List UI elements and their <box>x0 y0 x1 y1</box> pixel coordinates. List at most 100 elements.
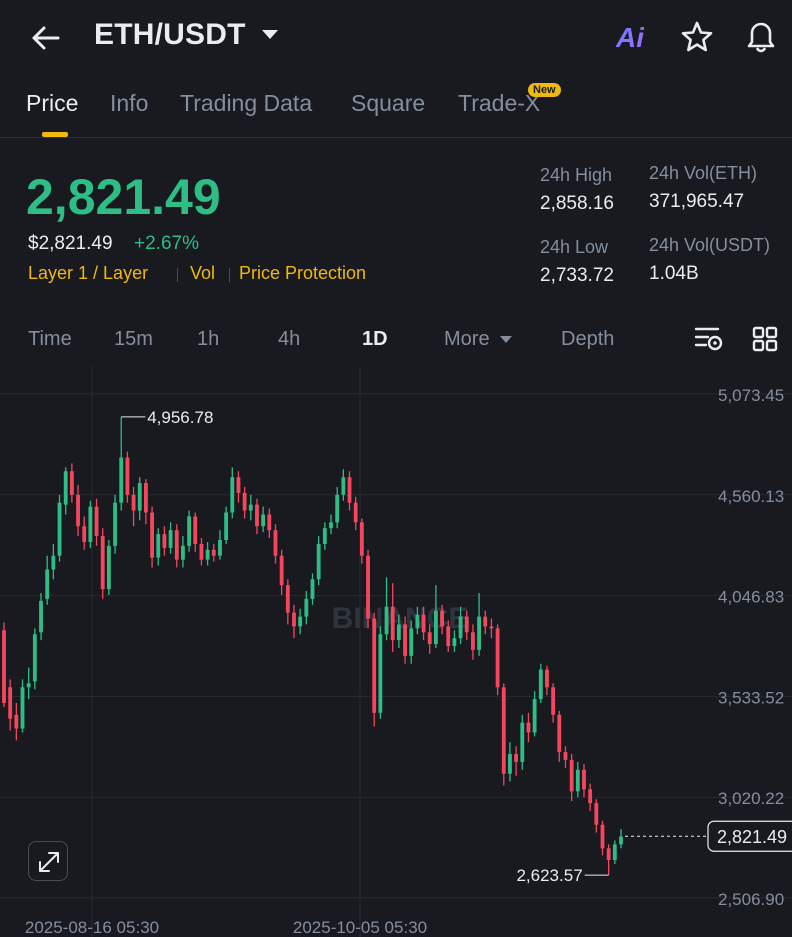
candle-body <box>415 614 420 629</box>
tab-trade-x[interactable]: Trade-X <box>458 90 541 116</box>
candle-body <box>538 669 543 700</box>
stat-low-value: 2,733.72 <box>540 265 614 286</box>
interval-4h[interactable]: 4h <box>278 328 301 350</box>
x-tick-label: 2025-10-05 05:30 <box>293 918 427 937</box>
candle-body <box>310 579 315 599</box>
y-tick-label: 4,046.83 <box>718 588 784 607</box>
candle-body <box>452 638 457 647</box>
price-change-percent: +2.67% <box>134 233 199 254</box>
candle-body <box>458 616 463 639</box>
bell-icon[interactable] <box>744 18 778 54</box>
star-icon[interactable] <box>680 20 714 54</box>
candle-body <box>273 530 278 556</box>
pair-title[interactable]: ETH/USDT <box>94 18 246 51</box>
candle-body <box>39 600 43 633</box>
tab-price[interactable]: Price <box>26 90 79 116</box>
candle-body <box>403 624 407 656</box>
candle-body <box>304 598 309 617</box>
candle-body <box>501 687 506 774</box>
tab-info[interactable]: Info <box>110 90 149 116</box>
candle-body <box>150 512 154 558</box>
candle-body <box>205 549 210 560</box>
chevron-down-icon[interactable] <box>500 336 512 343</box>
candle-body <box>588 789 593 804</box>
candle-body <box>341 477 346 495</box>
grid-layout-icon[interactable] <box>752 326 778 352</box>
interval-more[interactable]: More <box>444 328 490 350</box>
candle-body <box>211 549 216 556</box>
candle-body <box>125 457 130 495</box>
low-price-label: 2,623.57 <box>516 866 582 885</box>
interval-time[interactable]: Time <box>28 328 72 350</box>
candle-body <box>619 836 623 845</box>
candle-body <box>76 494 80 527</box>
expand-chart-button[interactable] <box>28 841 68 881</box>
candle-body <box>390 606 395 641</box>
candle-body <box>2 630 6 703</box>
stat-vol-eth-label: 24h Vol(ETH) <box>649 163 758 183</box>
candle-body <box>119 457 124 503</box>
candle-body <box>63 471 68 505</box>
arrow-left-icon[interactable] <box>28 20 64 56</box>
candle-body <box>526 722 531 733</box>
candle-body <box>100 536 105 590</box>
candle-body <box>199 543 204 560</box>
stat-low-label: 24h Low <box>540 237 609 257</box>
candle-body <box>181 545 185 560</box>
candle-body <box>471 632 475 650</box>
candle-body <box>433 610 438 645</box>
candle-body <box>267 514 272 531</box>
chart-grid <box>0 366 792 937</box>
candle-body <box>396 624 401 641</box>
candle-body <box>131 494 136 511</box>
candle-body <box>372 618 377 713</box>
chart-settings-icon[interactable] <box>694 325 724 353</box>
interval-15m[interactable]: 15m <box>114 328 153 350</box>
candle-body <box>464 616 469 633</box>
usd-price: $2,821.49 <box>28 233 113 254</box>
candle-body <box>248 504 253 511</box>
candle-body <box>174 530 179 560</box>
candle-body <box>359 522 364 556</box>
candle-body <box>446 626 451 647</box>
interval-depth[interactable]: Depth <box>561 328 615 350</box>
high-price-label: 4,956.78 <box>147 408 213 427</box>
candle-body <box>316 543 321 580</box>
last-price-tag-label: 2,821.49 <box>717 827 787 847</box>
candle-body <box>143 483 148 513</box>
candle-body <box>384 606 389 635</box>
candle-body <box>51 555 56 570</box>
tag-price-protection[interactable]: Price Protection <box>239 263 367 283</box>
tag-layer1[interactable]: Layer 1 / Layer <box>28 263 149 283</box>
candle-body <box>575 769 580 792</box>
candle-body <box>495 628 500 688</box>
tag-vol[interactable]: Vol <box>190 263 216 283</box>
candle-body <box>88 506 93 542</box>
candlestick-chart[interactable]: BINANCE 4,956.782,623.572,821.49 5,073.4… <box>0 366 792 937</box>
ai-assistant-icon[interactable]: Ai <box>616 22 644 53</box>
candle-body <box>600 824 605 849</box>
candle-body <box>94 506 99 537</box>
last-price: 2,821.49 <box>26 169 221 225</box>
stat-vol-eth-value: 371,965.47 <box>649 191 745 212</box>
interval-1h[interactable]: 1h <box>197 328 220 350</box>
candle-body <box>477 616 482 650</box>
candle-body <box>106 545 111 590</box>
candle-body <box>483 616 488 627</box>
candle-body <box>335 494 340 523</box>
candle-body <box>279 555 284 586</box>
candle-body <box>353 502 358 523</box>
candle-body <box>255 504 259 527</box>
tab-trading-data[interactable]: Trading Data <box>180 90 313 116</box>
interval-1d[interactable]: 1D <box>362 328 388 350</box>
tab-square[interactable]: Square <box>351 90 426 116</box>
candle-body <box>242 492 247 511</box>
candle-body <box>489 626 494 629</box>
candle-body <box>261 514 266 527</box>
candle-body <box>69 471 74 495</box>
stat-vol-usdt-value: 1.04B <box>649 263 699 284</box>
candle-body <box>421 614 426 633</box>
chevron-down-icon[interactable] <box>262 30 278 39</box>
candle-body <box>230 477 235 513</box>
candle-body <box>285 585 290 613</box>
